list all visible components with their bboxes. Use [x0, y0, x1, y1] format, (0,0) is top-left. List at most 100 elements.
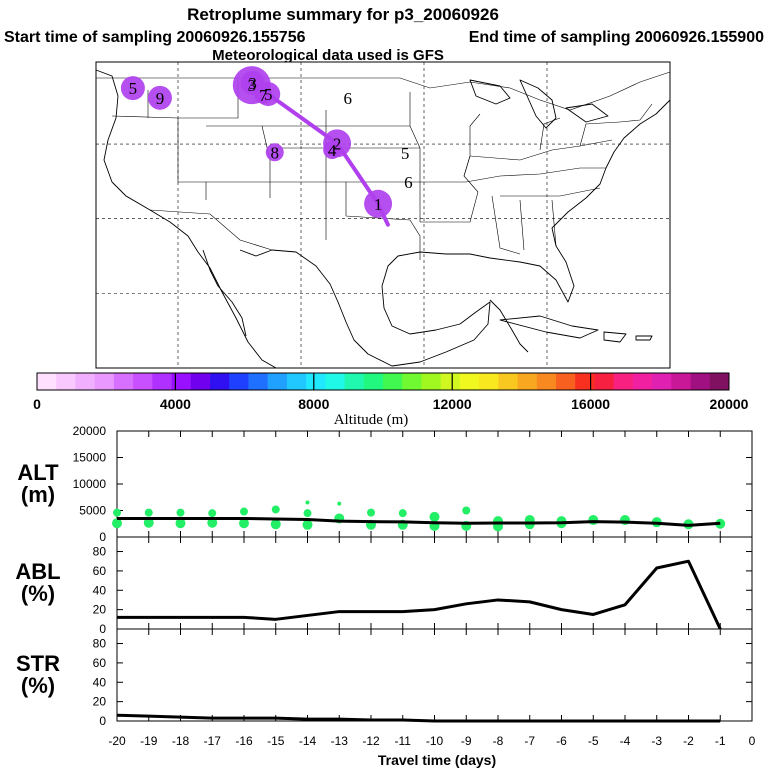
end-time-label: End time of sampling 20060926.155900 — [469, 29, 764, 46]
particle-point — [270, 519, 281, 530]
panel-label-top: STR — [16, 651, 60, 676]
x-tick-label: -19 — [140, 734, 158, 748]
x-tick-label: -14 — [299, 734, 317, 748]
colorbar-swatch — [594, 373, 615, 390]
plume-day-label: 8 — [271, 143, 280, 162]
altitude-colorbar — [36, 372, 730, 391]
x-tick-label: -7 — [524, 734, 535, 748]
plume-day-label: 3 — [248, 76, 257, 95]
plume-day-label: 9 — [156, 89, 165, 108]
particle-point — [588, 515, 599, 526]
colorbar-swatch — [248, 373, 269, 390]
particle-point — [207, 517, 218, 528]
figure-title: Retroplume summary for p3_20060926 — [187, 5, 499, 24]
particle-point — [143, 517, 154, 528]
particle-point — [175, 518, 186, 529]
x-tick-label: -5 — [588, 734, 599, 748]
y-tick-label: 40 — [93, 583, 107, 597]
y-tick-label: 10000 — [73, 477, 107, 491]
panel-label-bottom: (%) — [21, 673, 55, 698]
x-tick-label: -10 — [426, 734, 444, 748]
colorbar-tick-label: 12000 — [433, 396, 472, 412]
x-tick-label: -6 — [556, 734, 567, 748]
colorbar-swatch — [517, 373, 538, 390]
panel-label-bottom: (m) — [21, 482, 55, 507]
y-tick-label: 20000 — [73, 424, 107, 438]
plume-day-label: 5 — [129, 79, 138, 98]
panel-str: 0 20 40 60 80 STR(%) — [16, 628, 753, 728]
particle-point — [113, 508, 121, 517]
panel-abl: 0 20 40 60 80 ABL(%) — [15, 536, 753, 636]
plume-day-label: 6 — [343, 89, 352, 108]
particle-point — [429, 511, 440, 522]
plume-day-label: 2 — [333, 134, 342, 153]
colorbar-swatch — [133, 373, 153, 390]
panel-frame — [116, 536, 753, 630]
colorbar-swatch — [210, 373, 230, 390]
plume-day-label: 7 — [259, 86, 268, 105]
colorbar-label: Altitude (m) — [334, 412, 409, 428]
colorbar-swatch — [286, 373, 307, 390]
particle-point — [303, 509, 312, 518]
colorbar-tick-label: 4000 — [160, 396, 191, 412]
colorbar-swatch — [498, 373, 518, 390]
colorbar-tick-label: 16000 — [571, 396, 610, 412]
x-tick-label: -11 — [395, 734, 412, 748]
x-tick-label: -17 — [204, 734, 222, 748]
colorbar-swatch — [479, 373, 499, 390]
time-series-panels: 05000100001500020000ALT(m)020406080ABL(%… — [15, 424, 755, 748]
plume-blob — [120, 76, 145, 101]
particle-point — [367, 508, 375, 517]
colorbar-tick-label: 0 — [33, 396, 41, 412]
colorbar-swatch — [652, 373, 672, 390]
colorbar-swatch — [37, 373, 57, 390]
x-tick-label: -12 — [362, 734, 380, 748]
colorbar-swatch — [575, 373, 595, 390]
x-tick-label: -1 — [715, 734, 726, 748]
particle-point — [271, 505, 280, 514]
panel-alt: 0 5000 10000 15000 20000 ALT(m) — [17, 424, 753, 544]
y-tick-label: 80 — [93, 545, 107, 559]
colorbar-swatch — [229, 373, 249, 390]
colorbar-swatch — [94, 373, 115, 390]
plume-day-label: 6 — [404, 173, 413, 192]
y-tick-label: 60 — [93, 564, 107, 578]
panel-label-top: ALT — [17, 460, 59, 485]
colorbar-swatch — [75, 373, 96, 390]
particle-point — [462, 506, 471, 515]
x-tick-label: -9 — [461, 734, 472, 748]
met-data-label: Meteorological data used is GFS — [212, 47, 444, 64]
panel-frame — [116, 628, 753, 722]
particle-point — [112, 518, 122, 529]
plume-blob — [265, 143, 284, 162]
plume-day-label: 1 — [374, 195, 383, 214]
y-tick-label: 80 — [93, 637, 107, 651]
colorbar-swatch — [171, 373, 192, 390]
colorbar-swatch — [56, 373, 76, 390]
particle-point — [305, 500, 310, 505]
colorbar-swatch — [421, 373, 442, 390]
colorbar-tick-label: 8000 — [298, 396, 329, 412]
particle-point — [302, 519, 313, 530]
particle-point — [208, 509, 217, 518]
colorbar-swatch — [440, 373, 461, 390]
particle-point — [239, 518, 249, 529]
colorbar-tick-label: 20000 — [710, 396, 749, 412]
particle-point — [176, 508, 185, 517]
x-tick-label: -8 — [493, 734, 504, 748]
x-tick-label: -18 — [172, 734, 190, 748]
y-tick-label: 60 — [93, 656, 107, 670]
colorbar-swatch — [363, 373, 384, 390]
colorbar-swatch — [267, 373, 288, 390]
colorbar-tick-labels: 0 4000 8000 12000 16000 20000 — [33, 373, 749, 412]
map-borders — [96, 71, 671, 260]
x-tick-label: -15 — [267, 734, 285, 748]
colorbar-swatch — [113, 373, 134, 390]
plume-day-label: 3 — [248, 74, 257, 93]
colorbar-swatch — [306, 373, 326, 390]
plume-day-label: 5 — [264, 85, 273, 104]
y-tick-label: 0 — [99, 622, 106, 636]
colorbar-swatch — [613, 373, 634, 390]
